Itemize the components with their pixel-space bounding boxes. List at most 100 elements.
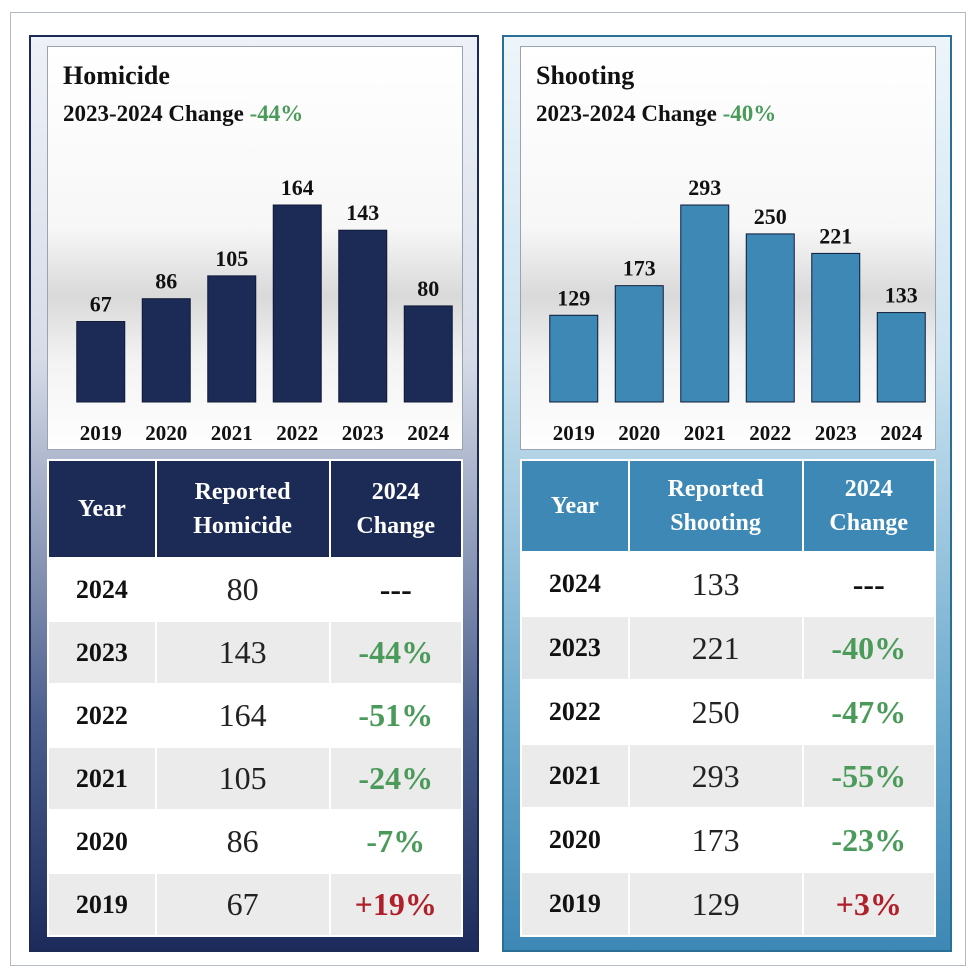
table-row: 2020 86 -7% <box>47 809 463 874</box>
change-cell: +3% <box>801 871 936 937</box>
table-row: 2019 67 +19% <box>47 872 463 937</box>
x-tick-label-2019: 2019 <box>553 421 595 445</box>
x-tick-label-2023: 2023 <box>342 421 384 445</box>
bar-2023 <box>811 252 861 403</box>
value-cell: 67 <box>154 872 331 937</box>
table-header-row: Year Reported Homicide 2024 Change <box>47 459 463 559</box>
change-cell: -47% <box>801 679 936 745</box>
bar-2020 <box>141 298 191 403</box>
homicide-chart: Homicide 2023-2024 Change -44% 67 2019 86 2… <box>47 46 463 450</box>
data-label-2019: 129 <box>557 285 590 310</box>
bar-2019 <box>76 321 126 403</box>
data-label-2021: 105 <box>215 246 248 271</box>
homicide-table: Year Reported Homicide 2024 Change 2024 80 --- 2… <box>47 459 463 937</box>
shooting-bar-chart: 129 2019 173 2020 293 2021 250 2022 221 2023 133 20… <box>549 175 926 445</box>
x-tick-label-2022: 2022 <box>749 421 791 445</box>
x-tick-label-2021: 2021 <box>211 421 253 445</box>
table-row: 2022 164 -51% <box>47 683 463 748</box>
change-cell: -23% <box>801 807 936 873</box>
bar-2023 <box>338 229 388 403</box>
table-row: 2024 80 --- <box>47 557 463 622</box>
column-header: Reported Shooting <box>627 459 804 553</box>
year-cell: 2021 <box>520 743 630 809</box>
bar-2024 <box>876 312 926 403</box>
year-cell: 2021 <box>47 746 157 811</box>
chart-title: Homicide <box>63 61 170 90</box>
value-cell: 129 <box>627 871 804 937</box>
subtitle-change: -40% <box>722 101 777 126</box>
data-label-2019: 67 <box>90 292 112 317</box>
value-cell: 250 <box>627 679 804 745</box>
bar-2022 <box>272 204 322 403</box>
change-cell: -55% <box>801 743 936 809</box>
shooting-table: Year Reported Shooting 2024 Change 2024 133 ---… <box>520 459 936 937</box>
chart-title: Shooting <box>536 61 635 90</box>
column-header: 2024 Change <box>328 459 463 559</box>
data-label-2024: 80 <box>417 276 439 301</box>
value-cell: 80 <box>154 557 331 622</box>
column-header: 2024 Change <box>801 459 936 553</box>
data-label-2020: 86 <box>155 269 177 294</box>
x-tick-label-2022: 2022 <box>276 421 318 445</box>
change-cell: +19% <box>328 872 463 937</box>
bar-2021 <box>680 204 730 403</box>
year-cell: 2019 <box>47 872 157 937</box>
year-cell: 2022 <box>47 683 157 748</box>
value-cell: 293 <box>627 743 804 809</box>
value-cell: 173 <box>627 807 804 873</box>
column-header: Reported Homicide <box>154 459 331 559</box>
value-cell: 133 <box>627 551 804 617</box>
x-tick-label-2024: 2024 <box>880 421 923 445</box>
table-row: 2019 129 +3% <box>520 871 936 937</box>
year-cell: 2020 <box>47 809 157 874</box>
data-label-2023: 143 <box>346 200 379 225</box>
chart-subtitle: 2023-2024 Change -40% <box>536 101 776 127</box>
year-cell: 2023 <box>520 615 630 681</box>
x-tick-label-2024: 2024 <box>407 421 450 445</box>
year-cell: 2023 <box>47 620 157 685</box>
year-cell: 2024 <box>47 557 157 622</box>
bar-2022 <box>745 233 795 403</box>
chart-subtitle: 2023-2024 Change -44% <box>63 101 303 127</box>
change-cell: -7% <box>328 809 463 874</box>
change-cell: -51% <box>328 683 463 748</box>
x-tick-label-2020: 2020 <box>618 421 660 445</box>
data-label-2022: 250 <box>754 204 787 229</box>
table-row: 2022 250 -47% <box>520 679 936 745</box>
value-cell: 221 <box>627 615 804 681</box>
value-cell: 143 <box>154 620 331 685</box>
data-label-2024: 133 <box>885 283 918 308</box>
bar-2024 <box>403 305 453 403</box>
x-tick-label-2021: 2021 <box>684 421 726 445</box>
x-tick-label-2019: 2019 <box>80 421 122 445</box>
value-cell: 164 <box>154 683 331 748</box>
homicide-bar-chart: 67 2019 86 2020 105 2021 164 2022 143 2023 80 2024 <box>76 175 453 445</box>
bar-2021 <box>207 275 257 403</box>
bar-2020 <box>614 285 664 403</box>
subtitle-prefix: 2023-2024 Change <box>63 101 244 126</box>
table-row: 2021 293 -55% <box>520 743 936 809</box>
data-label-2023: 221 <box>819 223 852 248</box>
subtitle-change: -44% <box>249 101 304 126</box>
table-row: 2023 143 -44% <box>47 620 463 685</box>
year-cell: 2020 <box>520 807 630 873</box>
column-header: Year <box>520 459 630 553</box>
change-cell: -44% <box>328 620 463 685</box>
table-header-row: Year Reported Shooting 2024 Change <box>520 459 936 553</box>
table-row: 2020 173 -23% <box>520 807 936 873</box>
table-row: 2023 221 -40% <box>520 615 936 681</box>
shooting-chart: Shooting 2023-2024 Change -40% 129 2019 17… <box>520 46 936 450</box>
table-row: 2021 105 -24% <box>47 746 463 811</box>
column-header: Year <box>47 459 157 559</box>
year-cell: 2022 <box>520 679 630 745</box>
x-tick-label-2023: 2023 <box>815 421 857 445</box>
change-cell: -24% <box>328 746 463 811</box>
year-cell: 2024 <box>520 551 630 617</box>
value-cell: 105 <box>154 746 331 811</box>
year-cell: 2019 <box>520 871 630 937</box>
change-cell: --- <box>328 557 463 622</box>
bar-2019 <box>549 314 599 403</box>
table-row: 2024 133 --- <box>520 551 936 617</box>
change-cell: --- <box>801 551 936 617</box>
data-label-2022: 164 <box>281 175 314 200</box>
